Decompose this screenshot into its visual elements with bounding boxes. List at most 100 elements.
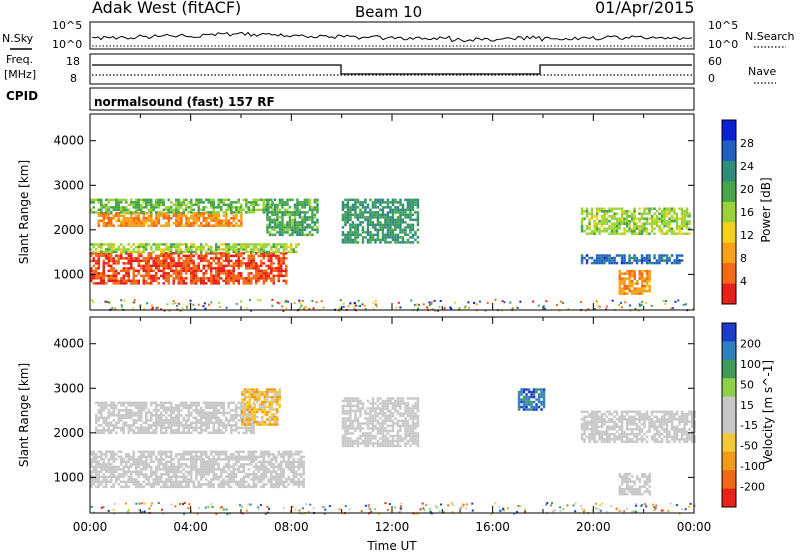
velocity-cell [97, 411, 100, 415]
velocity-cell [341, 417, 345, 420]
velocity-cell [366, 422, 370, 425]
velocity-cell [100, 465, 103, 469]
velocity-cell [105, 416, 108, 420]
power-cell [107, 262, 110, 265]
power-cell [137, 252, 140, 255]
velocity-cell [257, 475, 260, 479]
power-cell [125, 248, 128, 251]
power-cell [155, 219, 158, 222]
power-cell [381, 201, 385, 204]
velocity-cell [152, 473, 155, 476]
velocity-cell [217, 485, 220, 489]
velocity-cell [227, 401, 230, 405]
power-cell [598, 232, 601, 235]
power-cell [374, 211, 377, 214]
velocity-cell [255, 463, 258, 466]
power-cell [105, 203, 108, 207]
velocity-cell [152, 453, 155, 456]
power-cell [270, 267, 273, 270]
power-cell [386, 233, 390, 237]
power-cell [120, 248, 123, 251]
velocity-cell [245, 431, 248, 435]
power-cell [175, 262, 178, 265]
velocity-cell [278, 390, 281, 394]
power-cell [394, 198, 397, 202]
velocity-cell [232, 468, 235, 471]
power-cell [142, 267, 145, 270]
power-cell [650, 225, 654, 228]
power-cell [250, 267, 253, 270]
power-cell [260, 245, 263, 249]
power-cell [180, 214, 183, 217]
velocity-cell [197, 404, 200, 407]
velocity-cell [187, 404, 190, 407]
nave-label: Nave [748, 65, 776, 78]
power-cell [620, 222, 624, 225]
power-cell [207, 259, 210, 263]
power-cell [590, 256, 594, 260]
power-cell [401, 211, 405, 214]
velocity-cell [252, 426, 255, 430]
power-cell [278, 226, 282, 229]
power-cell [663, 232, 666, 235]
power-cell [374, 213, 377, 217]
power-cell [628, 254, 631, 257]
velocity-cell [273, 408, 276, 411]
power-cell [152, 206, 155, 209]
velocity-cell [245, 485, 248, 489]
power-cell [280, 252, 283, 255]
power-colorbar-swatch [722, 120, 736, 141]
power-cell [670, 217, 674, 220]
velocity-cell [354, 417, 357, 420]
power-noise-cell [454, 301, 456, 304]
power-cell [195, 267, 198, 270]
power-cell [401, 238, 405, 242]
velocity-cell [351, 397, 355, 400]
velocity-cell [90, 475, 93, 479]
velocity-cell [97, 473, 100, 476]
power-cell [650, 217, 654, 220]
velocity-cell [155, 465, 158, 469]
power-cell [150, 277, 153, 280]
power-cell [406, 213, 410, 217]
power-cell [240, 208, 243, 212]
power-cell [633, 232, 636, 235]
velocity-cell [95, 429, 98, 432]
velocity-cell [130, 463, 133, 466]
power-cell [643, 256, 646, 260]
velocity-cell [220, 404, 223, 407]
velocity-cell [361, 432, 365, 435]
power-cell [351, 238, 355, 242]
velocity-cell [354, 429, 357, 433]
power-cell [127, 269, 130, 273]
power-cell [633, 222, 636, 225]
power-noise-cell [685, 303, 687, 306]
power-cell [638, 289, 641, 293]
power-cell [142, 219, 146, 222]
power-cell [280, 257, 283, 260]
power-cell [180, 222, 183, 225]
power-cell [351, 206, 355, 209]
power-cell [140, 222, 143, 225]
power-cell [670, 254, 674, 257]
power-cell [202, 208, 205, 212]
velocity-cell [152, 478, 155, 481]
power-cell [232, 279, 235, 283]
velocity-cell [235, 458, 238, 461]
power-noise-cell [347, 305, 350, 308]
power-cell [386, 226, 390, 229]
velocity-cell [267, 455, 270, 459]
power-cell [260, 248, 263, 251]
power-cell [600, 210, 604, 213]
velocity-cell [257, 468, 260, 471]
power-cell [140, 259, 143, 263]
velocity-cell [220, 458, 223, 461]
velocity-cell [290, 480, 293, 484]
power-cell [648, 272, 651, 275]
velocity-cell [92, 475, 95, 479]
power-cell [190, 272, 193, 275]
power-cell [250, 203, 253, 207]
power-cell [285, 243, 288, 246]
velocity-cell [175, 431, 178, 435]
velocity-cell [95, 401, 98, 405]
